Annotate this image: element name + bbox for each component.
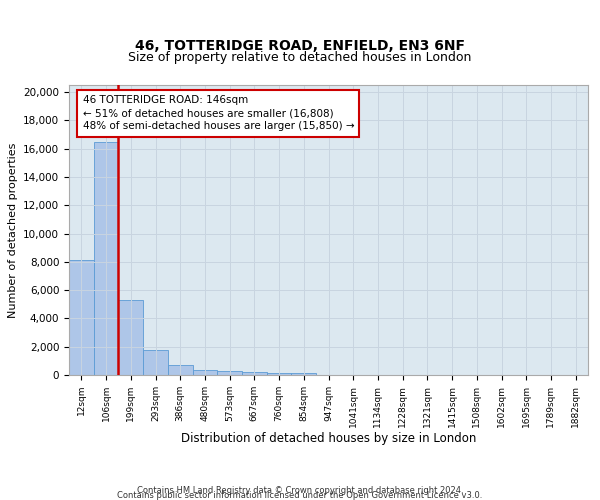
Bar xyxy=(193,370,217,375)
Text: Contains HM Land Registry data © Crown copyright and database right 2024.: Contains HM Land Registry data © Crown c… xyxy=(137,486,463,495)
Bar xyxy=(267,372,292,375)
Bar xyxy=(242,372,267,375)
Y-axis label: Number of detached properties: Number of detached properties xyxy=(8,142,17,318)
Text: 46 TOTTERIDGE ROAD: 146sqm
← 51% of detached houses are smaller (16,808)
48% of : 46 TOTTERIDGE ROAD: 146sqm ← 51% of deta… xyxy=(83,95,354,132)
Bar xyxy=(217,371,242,375)
Bar xyxy=(168,365,193,375)
Text: Size of property relative to detached houses in London: Size of property relative to detached ho… xyxy=(128,50,472,64)
X-axis label: Distribution of detached houses by size in London: Distribution of detached houses by size … xyxy=(181,432,476,446)
Bar xyxy=(94,142,118,375)
Text: 46, TOTTERIDGE ROAD, ENFIELD, EN3 6NF: 46, TOTTERIDGE ROAD, ENFIELD, EN3 6NF xyxy=(135,38,465,52)
Bar xyxy=(118,300,143,375)
Text: Contains public sector information licensed under the Open Government Licence v3: Contains public sector information licen… xyxy=(118,491,482,500)
Bar xyxy=(143,350,168,375)
Bar xyxy=(292,373,316,375)
Bar xyxy=(69,260,94,375)
